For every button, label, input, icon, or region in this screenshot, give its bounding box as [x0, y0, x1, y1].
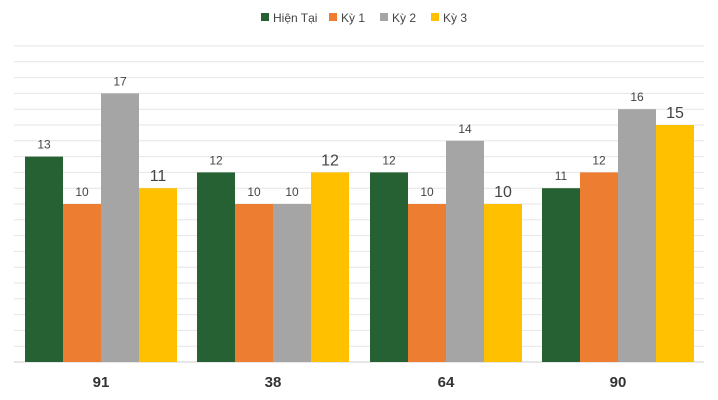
data-label: 10 [75, 185, 89, 199]
data-label: 12 [321, 152, 339, 169]
data-label: 11 [555, 169, 568, 183]
bar [656, 125, 694, 362]
data-label: 16 [630, 90, 644, 104]
x-tick-label: 64 [438, 374, 455, 391]
bar [370, 172, 408, 362]
x-tick-label: 91 [93, 374, 110, 391]
legend-entry: Kỳ 1 [341, 11, 365, 25]
bars [25, 93, 694, 363]
data-labels: 13 10 17 11 12 10 10 12 12 10 14 10 11 12 16 15 [37, 74, 684, 201]
data-label: 12 [592, 153, 606, 167]
bar [197, 172, 235, 362]
data-label: 13 [37, 138, 51, 152]
x-tick-label: 90 [610, 374, 627, 391]
data-label: 10 [285, 185, 299, 199]
legend-entry: Kỳ 3 [443, 11, 467, 25]
bar [484, 204, 522, 362]
bar [311, 172, 349, 362]
bar [580, 172, 618, 362]
legend-swatch [329, 13, 337, 21]
legend-swatch [431, 13, 439, 21]
x-tick-label: 38 [265, 374, 282, 391]
bar [25, 156, 63, 362]
data-label: 10 [247, 185, 261, 199]
data-label: 10 [494, 184, 512, 201]
bar [139, 188, 177, 362]
bar [273, 204, 311, 362]
legend: Hiện Tại Kỳ 1 Kỳ 2 Kỳ 3 [261, 11, 467, 25]
data-label: 12 [382, 153, 396, 167]
x-axis: 91 38 64 90 [93, 374, 627, 391]
bar [408, 204, 446, 362]
bar [63, 204, 101, 362]
legend-entry: Kỳ 2 [392, 11, 416, 25]
legend-entry: Hiện Tại [273, 11, 317, 25]
bar [101, 93, 139, 363]
bar [446, 140, 484, 362]
data-label: 15 [666, 105, 684, 122]
data-label: 17 [113, 74, 127, 88]
bar [235, 204, 273, 362]
legend-swatch [380, 13, 388, 21]
data-label: 10 [420, 185, 434, 199]
bar [542, 188, 580, 362]
data-label: 14 [458, 122, 472, 136]
data-label: 12 [209, 153, 223, 167]
legend-swatch [261, 13, 269, 21]
bar [618, 109, 656, 362]
data-label: 11 [150, 168, 167, 185]
